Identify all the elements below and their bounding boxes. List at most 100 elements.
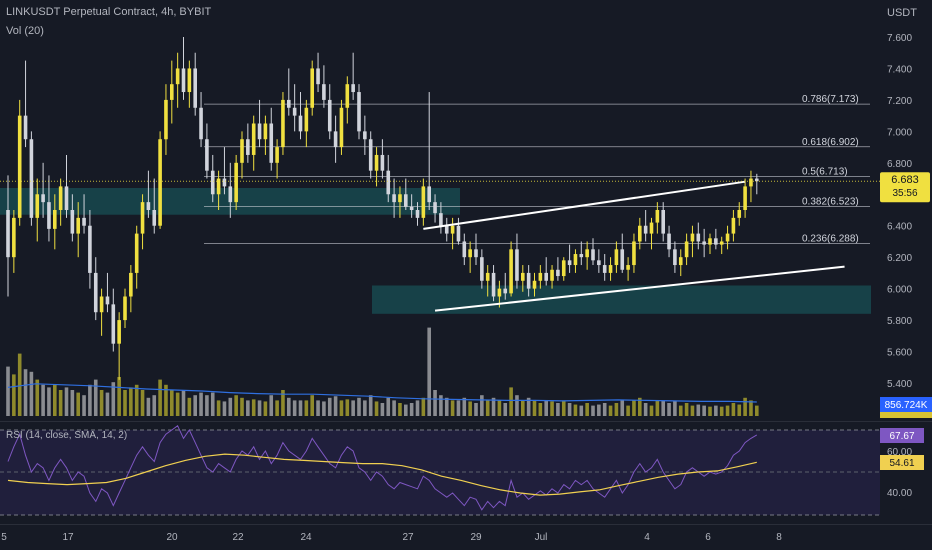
volume-bar xyxy=(316,400,320,416)
volume-bar xyxy=(708,406,712,416)
candle xyxy=(673,241,677,273)
candle xyxy=(439,202,443,234)
volume-bar xyxy=(53,384,57,416)
candle xyxy=(345,76,350,124)
candle xyxy=(368,131,373,179)
candle xyxy=(521,265,525,292)
channel-upper-line[interactable] xyxy=(423,180,746,230)
candle xyxy=(158,131,162,229)
volume-bar xyxy=(322,401,326,416)
candle xyxy=(749,170,753,203)
volume-bar xyxy=(755,405,759,416)
candle xyxy=(561,257,566,281)
volume-bar xyxy=(275,400,279,416)
candle xyxy=(632,233,636,273)
candle xyxy=(696,222,701,250)
volume-bar xyxy=(731,403,736,416)
volume-bar xyxy=(205,395,209,416)
candle xyxy=(638,217,642,250)
volume-bar xyxy=(170,390,174,416)
volume-bar xyxy=(398,403,402,416)
candle xyxy=(222,147,227,195)
volume-bar xyxy=(638,397,642,416)
time-tick-label: 22 xyxy=(232,532,244,543)
price-tick-label: 5.400 xyxy=(887,379,912,390)
volume-bar xyxy=(41,384,45,416)
volume-bar xyxy=(714,405,718,416)
candle xyxy=(462,233,467,266)
candle xyxy=(480,249,484,289)
volume-bar xyxy=(544,400,548,416)
volume-bar xyxy=(521,400,525,416)
candle xyxy=(579,241,584,266)
volume-bar xyxy=(175,392,180,416)
candle xyxy=(620,233,625,273)
candle xyxy=(292,84,297,132)
candle xyxy=(88,210,92,289)
candle xyxy=(234,154,238,210)
candle xyxy=(199,92,203,148)
volume-bar xyxy=(491,397,496,416)
candle xyxy=(310,60,314,116)
candle xyxy=(251,115,256,171)
volume-bar xyxy=(643,403,648,416)
volume-bar xyxy=(269,395,274,416)
price-tick-label: 6.000 xyxy=(887,285,912,296)
time-tick-label: 4 xyxy=(644,532,650,543)
candle xyxy=(240,131,244,179)
candle xyxy=(269,107,274,171)
volume-bar xyxy=(597,404,601,416)
candle xyxy=(550,265,554,289)
rsi-tick-60: 60.00 xyxy=(887,447,912,458)
trend-channel[interactable] xyxy=(423,180,845,312)
rsi-ma-value: 54.61 xyxy=(889,458,914,469)
symbol-title: LINKUSDT Perpetual Contract, 4h, BYBIT xyxy=(6,6,211,18)
rsi-band xyxy=(0,430,880,515)
volume-bar xyxy=(93,379,98,416)
volume-bar xyxy=(655,400,660,416)
price-tick-label: 6.400 xyxy=(887,222,912,233)
candle xyxy=(263,115,268,155)
volume-bar xyxy=(222,401,227,416)
candle xyxy=(322,65,326,108)
volume-bar xyxy=(485,400,490,416)
volume-bar xyxy=(632,400,636,416)
channel-lower-line[interactable] xyxy=(434,265,845,312)
candle xyxy=(737,202,742,226)
volume-bar xyxy=(210,392,215,416)
volume-ma-line xyxy=(7,383,757,403)
candle xyxy=(433,194,437,223)
volume-bar xyxy=(123,390,127,416)
candle xyxy=(398,186,402,218)
candle xyxy=(567,244,572,273)
candle xyxy=(474,233,478,266)
candle xyxy=(105,272,110,313)
candle xyxy=(708,233,712,255)
volume-bar xyxy=(357,397,361,416)
candle xyxy=(678,249,683,277)
volume-bar xyxy=(146,397,151,416)
candle xyxy=(649,217,654,250)
price-tick-label: 6.200 xyxy=(887,253,912,264)
candle xyxy=(404,178,408,210)
candle xyxy=(626,257,630,281)
rsi-panel xyxy=(0,421,932,516)
time-axis[interactable]: 5 17 20 22 24 27 29 Jul 4 6 8 xyxy=(1,532,782,543)
candle xyxy=(6,175,10,297)
candle xyxy=(661,202,665,242)
volume-bar xyxy=(509,387,513,416)
candle xyxy=(614,241,619,273)
fib-level-label: 0.382(6.523) xyxy=(802,196,859,207)
candle xyxy=(152,178,157,234)
candle xyxy=(76,202,80,258)
candle xyxy=(597,249,601,273)
candle xyxy=(386,154,391,203)
volume-bar xyxy=(462,397,467,416)
time-tick-label: 6 xyxy=(705,532,711,543)
volume-bar xyxy=(263,401,268,416)
volume-bar xyxy=(386,397,391,416)
volume-bar xyxy=(304,400,309,416)
volume-bar xyxy=(515,395,519,416)
volume-bar xyxy=(749,400,753,416)
